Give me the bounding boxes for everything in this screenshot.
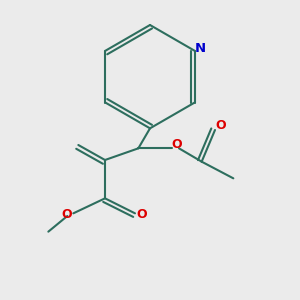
- Text: O: O: [61, 208, 72, 221]
- Text: O: O: [216, 119, 226, 133]
- Text: O: O: [171, 139, 182, 152]
- Text: O: O: [136, 208, 147, 221]
- Text: N: N: [195, 42, 206, 55]
